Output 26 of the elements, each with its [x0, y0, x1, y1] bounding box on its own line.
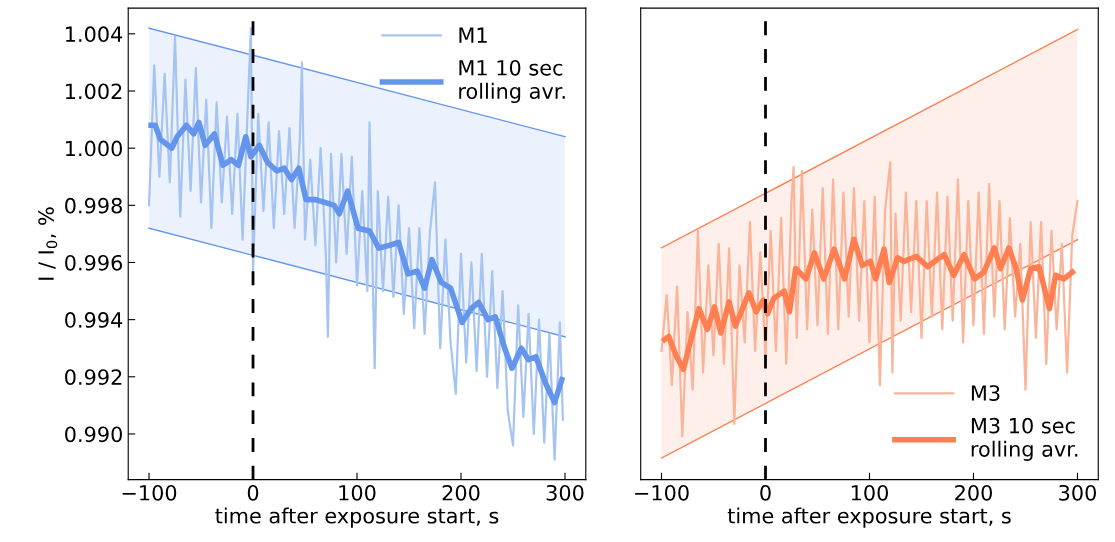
- x-tick-label: 0: [247, 484, 259, 501]
- y-tick-label: 0.996: [65, 254, 123, 271]
- y-tick-label: 0.992: [65, 369, 122, 385]
- y-tick-label: 1.004: [66, 26, 123, 43]
- legend-label: M1: [459, 27, 487, 43]
- x-axis-title: time after exposure start, s: [215, 507, 499, 528]
- x-tick-label: −100: [635, 484, 689, 501]
- y-tick-label: 1.002: [66, 83, 122, 100]
- y-tick-label: 0.994: [65, 312, 123, 328]
- legend-label: M3 10 sec rolling avr.: [971, 417, 1078, 461]
- x-tick-label: 300: [1059, 484, 1096, 501]
- x-tick-label: 0: [760, 484, 771, 501]
- y-tick-label: 0.998: [65, 197, 122, 214]
- y-tick-label: 0.990: [65, 426, 122, 443]
- x-tick-label: −100: [122, 484, 177, 501]
- y-axis-title: I / I$_{0}$, %: [38, 207, 58, 280]
- legend-label: M1 10 sec rolling avr.: [459, 59, 565, 104]
- x-tick-label: 100: [851, 484, 888, 501]
- x-tick-label: 300: [546, 484, 584, 501]
- y-tick-label: 1.000: [66, 140, 122, 157]
- x-tick-label: 100: [339, 484, 376, 501]
- line-series: [147, 27, 565, 461]
- x-tick-label: 200: [442, 484, 480, 501]
- x-axis-title: time after exposure start, s: [727, 507, 1011, 528]
- legend-label: M3: [971, 385, 1000, 401]
- x-tick-label: 200: [955, 484, 992, 501]
